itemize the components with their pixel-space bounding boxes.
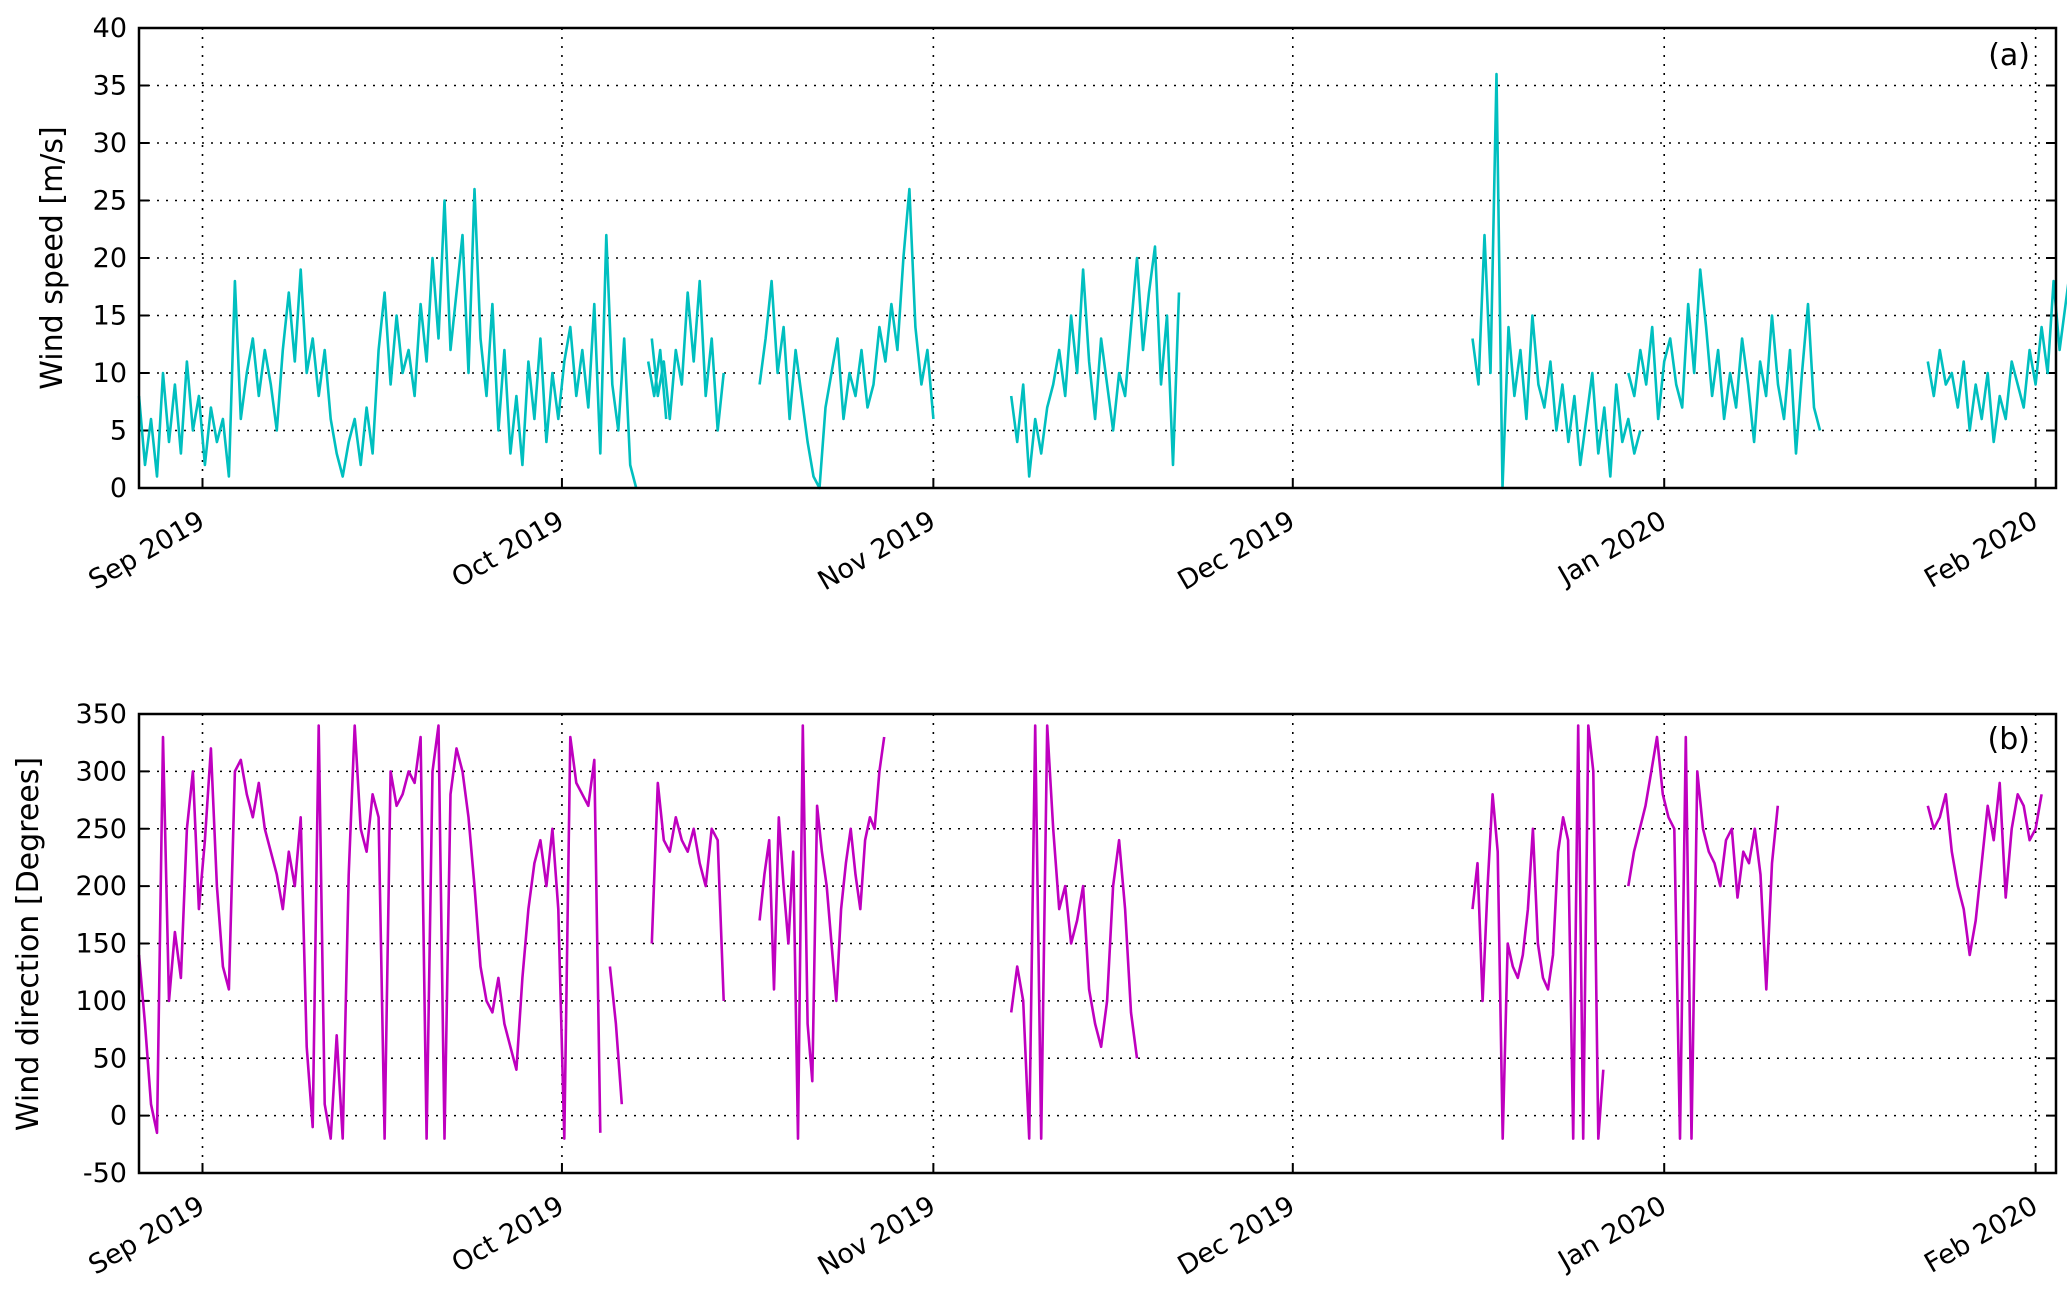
data-series-segment [758,187,935,490]
data-series-segment [758,724,886,1140]
panel-wind-direction: Wind direction [Degrees] (b) -50 0 50 100 15… [11,699,2058,1282]
plot-frame [137,712,2058,1175]
y-tick-label: 30 [93,128,127,159]
data-series-segment [650,279,725,432]
y-tick-label: 10 [93,358,127,389]
data-series-segment [608,966,624,1105]
data-series-segment [646,348,668,420]
data-series-segment [1009,724,1139,1140]
x-tick-label: Jan 2020 [1551,1190,1671,1277]
x-tick-label: Jan 2020 [1551,505,1671,592]
y-tick-label: 15 [93,301,127,332]
x-tick-label: Feb 2020 [1919,505,2043,594]
x-tick-label: Dec 2019 [1173,1190,1301,1282]
x-tick-label: Dec 2019 [1173,505,1301,597]
y-tick-label: 35 [93,71,127,102]
y-tick-label: 0 [110,473,127,504]
y-axis-label: Wind direction [Degrees] [11,757,46,1131]
y-tick-label: 300 [75,756,127,787]
data-series-segment [137,187,638,489]
y-tick-label: 40 [93,13,127,44]
data-series-segment [137,724,602,1140]
y-tick-label: 25 [93,186,127,217]
y-tick-label: 250 [75,814,127,845]
data-series-segment [1009,245,1181,478]
x-tick-label: Nov 2019 [813,1190,941,1282]
y-tick-label: 200 [75,871,127,902]
x-tick-label: Sep 2019 [83,505,210,596]
plot-frame [137,26,2058,490]
y-tick-label: 20 [93,243,127,274]
panel-wind-speed: Wind speed [m/s] (a) 0 5 10 15 20 25 30 35 40 Sep… [35,13,2067,597]
data-series-segment [650,781,725,1001]
x-tick-label: Feb 2020 [1919,1190,2043,1279]
panel-label: (a) [1988,38,2030,73]
y-tick-label: 150 [75,929,127,960]
y-tick-label: -50 [83,1158,127,1189]
panel-label: (b) [1988,722,2030,757]
y-axis-label: Wind speed [m/s] [35,126,70,389]
data-series-segment [1926,781,2043,957]
y-tick-label: 5 [110,416,127,447]
y-tick-label: 100 [75,986,127,1017]
x-tick-label: Nov 2019 [813,505,941,597]
y-tick-label: 350 [75,699,127,730]
y-tick-label: 0 [110,1101,127,1132]
y-tick-label: 50 [93,1043,127,1074]
x-tick-label: Sep 2019 [83,1190,210,1281]
data-series-segment [1627,268,1822,455]
x-tick-label: Oct 2019 [447,505,570,594]
x-tick-label: Oct 2019 [447,1190,570,1279]
data-series-segment [1471,724,1605,1140]
data-series-segment [1627,735,1780,1140]
data-series-segment [1926,279,2067,444]
data-series-segment [1471,72,1642,490]
